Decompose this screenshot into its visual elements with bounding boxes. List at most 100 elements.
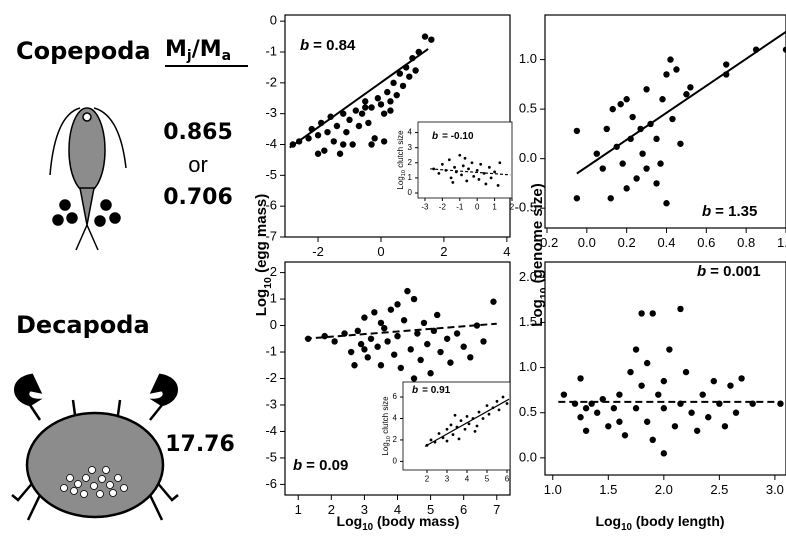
x-tick-label: 3.0 <box>766 482 784 497</box>
slope-annotation: b = 0.09 <box>293 457 348 474</box>
data-point <box>480 338 487 345</box>
x-tick-label: 6 <box>505 475 510 484</box>
data-point <box>361 314 368 321</box>
copepod-illustration <box>49 107 127 251</box>
data-point <box>384 338 391 345</box>
data-point <box>473 429 477 433</box>
y-tick-label: 0.0 <box>519 449 537 464</box>
data-point <box>643 165 650 172</box>
slope-symbol: b <box>697 263 706 280</box>
data-point <box>560 391 568 398</box>
data-point <box>482 171 486 175</box>
label-part: Log <box>595 513 621 529</box>
data-point <box>660 405 668 412</box>
data-point <box>493 170 496 174</box>
y-axis-label: Log10 clutch size <box>396 130 407 190</box>
x-tick-label: 1.0 <box>544 482 562 497</box>
ratio: 17.76 <box>165 432 235 457</box>
data-point <box>599 395 606 403</box>
data-point <box>361 346 368 353</box>
data-point <box>673 66 680 73</box>
header-part: M <box>165 37 187 62</box>
y-tick-label: 1 <box>408 173 413 182</box>
data-point <box>616 391 623 398</box>
y-tick-label: 6 <box>393 392 398 401</box>
slope-value: = -0.10 <box>442 131 474 142</box>
slope-value: = 0.84 <box>313 37 356 54</box>
data-point <box>371 135 378 142</box>
fit-line <box>576 31 786 175</box>
data-point <box>362 104 369 111</box>
data-point <box>324 128 331 136</box>
data-point <box>417 356 424 364</box>
y-tick-label: 0 <box>393 457 398 466</box>
fit-line <box>304 322 497 340</box>
data-point <box>410 375 418 382</box>
x-tick-label: 3 <box>361 502 368 517</box>
data-point <box>489 176 493 180</box>
data-point <box>582 405 590 412</box>
header-part: a <box>222 48 231 64</box>
data-point <box>396 70 404 77</box>
label-part: 10 <box>538 287 550 299</box>
data-point <box>429 438 433 442</box>
y-tick-label: -7 <box>265 228 277 243</box>
y-tick-label: 0.5 <box>519 101 537 116</box>
fit-line <box>289 48 429 149</box>
slope-symbol: b <box>293 457 302 474</box>
slope-value: = 0.001 <box>710 263 760 280</box>
slope-value: = 0.91 <box>422 385 451 396</box>
y-axis-label: Log10 (genome size) <box>529 183 550 326</box>
data-point <box>321 147 328 154</box>
y-tick-label: -1 <box>265 43 277 58</box>
data-point <box>465 414 469 418</box>
data-point <box>410 295 418 303</box>
x-tick-label: 2 <box>440 244 447 259</box>
data-point <box>607 195 614 202</box>
data-point <box>577 375 584 382</box>
data-point <box>374 343 381 350</box>
data-point <box>677 305 684 313</box>
data-point <box>449 176 453 180</box>
data-point <box>343 128 350 136</box>
data-point <box>420 319 428 327</box>
data-point <box>577 414 584 421</box>
data-point <box>355 122 363 130</box>
data-point <box>377 319 385 327</box>
x-tick-label: -2 <box>439 203 447 212</box>
data-point <box>484 182 488 186</box>
data-point <box>738 375 745 382</box>
data-point <box>451 433 455 436</box>
x-tick-label: 5 <box>427 502 434 517</box>
data-point <box>447 359 454 366</box>
ratio: or <box>188 152 208 177</box>
data-point <box>424 340 431 348</box>
data-point <box>349 141 356 148</box>
data-point <box>364 354 371 361</box>
data-point <box>687 84 694 91</box>
data-point <box>340 141 347 148</box>
data-point <box>390 351 398 358</box>
y-tick-label: -4 <box>265 423 277 438</box>
y-tick-label: -6 <box>265 198 277 213</box>
data-point <box>643 86 650 93</box>
x-tick-label: 0 <box>377 244 384 259</box>
data-point <box>643 359 651 367</box>
data-point <box>351 362 358 369</box>
data-point <box>414 330 421 337</box>
data-point <box>440 162 444 166</box>
data-point <box>693 427 701 434</box>
slope-value: = 0.09 <box>306 457 348 474</box>
data-point <box>447 158 451 162</box>
data-point <box>457 437 461 441</box>
label-part: Log <box>529 299 546 327</box>
data-point <box>333 122 341 130</box>
data-point <box>340 110 347 117</box>
data-point <box>347 348 355 356</box>
data-point <box>397 364 405 372</box>
data-point <box>477 410 481 414</box>
data-point <box>485 404 489 408</box>
data-point <box>461 164 465 168</box>
label-part: Log <box>396 176 405 189</box>
data-point <box>609 105 616 113</box>
